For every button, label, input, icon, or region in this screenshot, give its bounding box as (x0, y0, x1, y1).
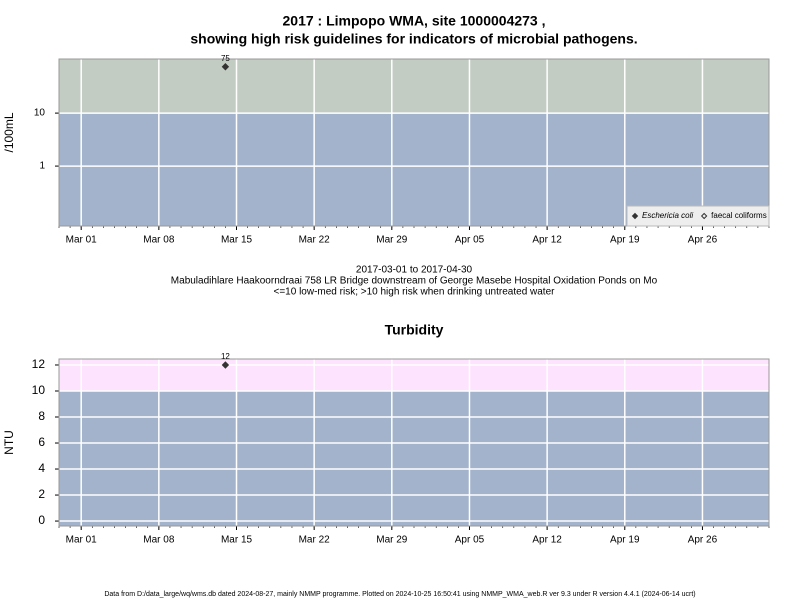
legend-marker (700, 212, 708, 220)
x-tick-label: Mar 08 (143, 535, 175, 546)
x-tick-label: Apr 12 (532, 535, 562, 546)
note: <=10 low-med risk; >10 high risk when dr… (274, 287, 556, 298)
chart-title: Turbidity (385, 322, 444, 338)
x-tick-label: Apr 26 (688, 235, 718, 246)
legend-label: faecal coliforms (711, 211, 767, 220)
band-above (59, 359, 769, 391)
point (221, 361, 230, 369)
value-label: 75 (221, 54, 230, 63)
plot-frame (58, 358, 770, 527)
x-tick-label: Mar 22 (299, 235, 331, 246)
band-above (59, 59, 769, 114)
point (221, 63, 230, 71)
x-tick-label: Mar 01 (66, 235, 98, 246)
x-tick-label: Mar 15 (221, 235, 253, 246)
x-tick-label: Mar 22 (299, 535, 331, 546)
x-tick-label: Mar 29 (376, 535, 408, 546)
y-axis-label: /100mL (2, 112, 16, 152)
legend-box (626, 205, 770, 227)
y-tick-label: 2 (38, 487, 45, 501)
footer: Data from D:/data_large/wq/wms.db dated … (104, 591, 695, 598)
chart-title: showing high risk guidelines for indicat… (190, 31, 637, 47)
y-tick-label: 6 (38, 435, 45, 449)
band-below (59, 390, 769, 526)
chart-title: 2017 : Limpopo WMA, site 1000004273 , (283, 13, 546, 29)
x-tick-label: Mar 01 (66, 535, 98, 546)
plot-frame (58, 58, 770, 227)
x-tick-label: Apr 05 (455, 235, 485, 246)
y-tick-label: 12 (32, 357, 46, 371)
y-tick-label: 0 (38, 513, 45, 527)
legend-label: Eschericia coli (642, 211, 693, 220)
note: Mabuladihlare Haakoorndraai 758 LR Bridg… (171, 276, 658, 287)
x-tick-label: Apr 26 (688, 535, 718, 546)
x-tick-label: Mar 15 (221, 535, 253, 546)
y-tick-label: 10 (34, 108, 46, 119)
y-tick-label: 8 (38, 409, 45, 423)
x-tick-label: Apr 19 (610, 235, 640, 246)
y-axis-label: NTU (2, 430, 16, 455)
x-tick-label: Apr 05 (455, 535, 485, 546)
x-tick-label: Mar 29 (376, 235, 408, 246)
x-tick-label: Apr 12 (532, 235, 562, 246)
x-tick-label: Apr 19 (610, 535, 640, 546)
y-tick-label: 1 (39, 161, 45, 172)
y-tick-label: 10 (32, 383, 46, 397)
value-label: 12 (221, 352, 230, 361)
legend-marker (631, 212, 639, 220)
y-tick-label: 4 (38, 461, 45, 475)
x-tick-label: Mar 08 (143, 235, 175, 246)
note: 2017-03-01 to 2017-04-30 (356, 265, 473, 276)
